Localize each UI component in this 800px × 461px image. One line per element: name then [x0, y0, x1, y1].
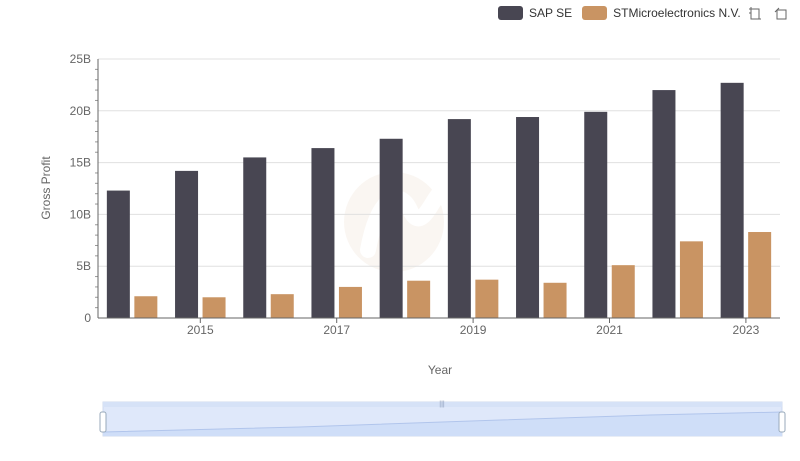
bar-stm-2021[interactable] — [611, 265, 635, 318]
zoom-handle-right[interactable] — [778, 411, 786, 433]
y-axis-label: Gross Profit — [39, 156, 53, 220]
bar-stm-2020[interactable] — [543, 282, 567, 318]
x-tick-label: 2017 — [323, 323, 350, 337]
bar-sap-2017[interactable] — [311, 148, 335, 318]
legend: SAP SE STMicroelectronics N.V. — [498, 4, 741, 22]
legend-swatch-stm — [582, 6, 608, 20]
bar-sap-2019[interactable] — [447, 119, 471, 318]
bar-stm-2014[interactable] — [134, 296, 158, 318]
zoom-handle-left[interactable] — [99, 411, 107, 433]
x-tick-label: 2015 — [187, 323, 214, 337]
bar-stm-2017[interactable] — [338, 286, 362, 318]
bar-stm-2018[interactable] — [407, 280, 431, 318]
x-tick-label: 2023 — [733, 323, 760, 337]
bar-stm-2023[interactable] — [748, 232, 772, 318]
bar-sap-2022[interactable] — [652, 90, 676, 318]
y-tick-label: 10B — [70, 207, 91, 221]
watermark-logo — [344, 172, 446, 272]
legend-label-sap: SAP SE — [529, 6, 573, 20]
y-tick-label: 15B — [70, 156, 91, 170]
x-tick-label: 2021 — [596, 323, 623, 337]
bar-sap-2020[interactable] — [516, 117, 540, 319]
bar-sap-2018[interactable] — [379, 138, 403, 318]
zoom-icon[interactable] — [748, 6, 762, 20]
bar-stm-2015[interactable] — [202, 297, 226, 318]
restore-icon[interactable] — [774, 6, 788, 20]
legend-item-stm[interactable]: STMicroelectronics N.V. — [582, 6, 741, 20]
legend-swatch-sap — [498, 6, 523, 20]
bar-sap-2016[interactable] — [243, 157, 267, 318]
bar-sap-2021[interactable] — [584, 111, 608, 318]
x-axis-label: Year — [428, 363, 452, 377]
svg-text:|||: ||| — [439, 401, 445, 408]
bar-stm-2022[interactable] — [679, 241, 703, 318]
y-tick-label: 20B — [70, 104, 91, 118]
y-tick-label: 0 — [84, 311, 91, 325]
data-zoom-slider[interactable]: ||| — [99, 401, 786, 437]
y-tick-label: 5B — [76, 259, 91, 273]
bar-stm-2016[interactable] — [270, 294, 294, 318]
x-tick-label: 2019 — [460, 323, 487, 337]
bar-stm-2019[interactable] — [475, 279, 499, 318]
bar-sap-2014[interactable] — [106, 190, 130, 318]
legend-label-stm: STMicroelectronics N.V. — [613, 6, 741, 20]
bar-sap-2023[interactable] — [720, 82, 744, 318]
legend-item-sap[interactable]: SAP SE — [498, 6, 572, 20]
bar-sap-2015[interactable] — [175, 170, 199, 318]
y-tick-label: 25B — [70, 52, 91, 66]
